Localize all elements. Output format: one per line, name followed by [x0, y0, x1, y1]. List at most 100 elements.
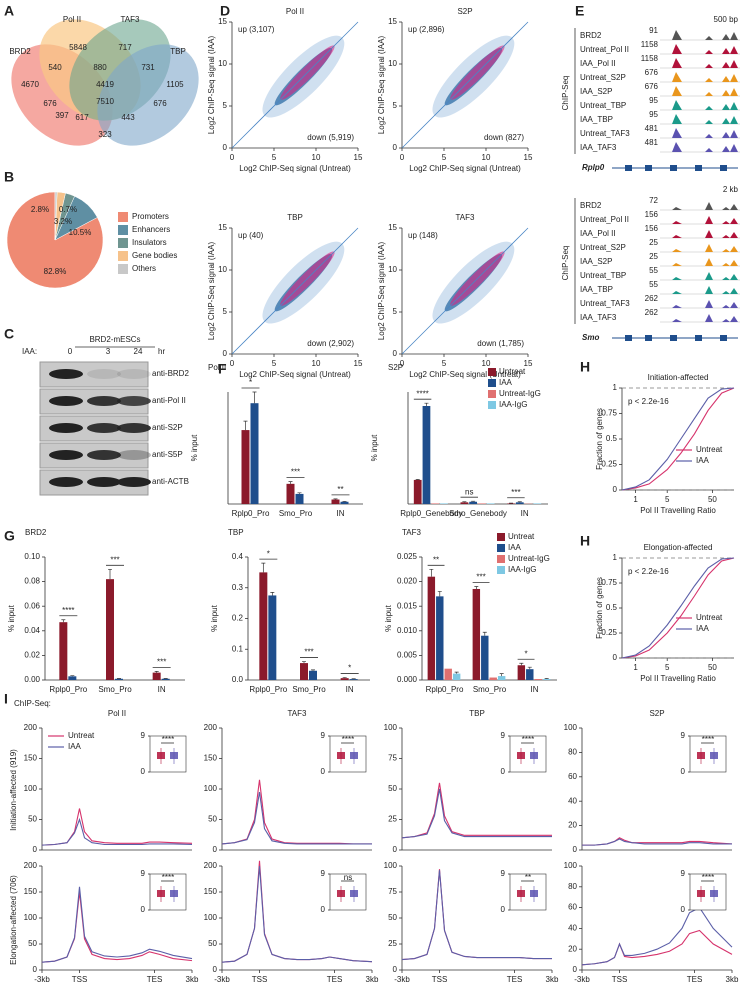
venn-count: 676	[153, 99, 167, 108]
significance: ***	[291, 468, 300, 477]
inset-tick-label: 0	[681, 767, 686, 776]
bar	[161, 678, 170, 680]
series-line	[582, 838, 732, 846]
bar	[478, 503, 486, 504]
y-tick-label: 50	[388, 913, 397, 922]
inset-tick-label: 9	[501, 731, 506, 740]
track-range: 95	[649, 96, 658, 105]
venn-count: 4419	[96, 80, 114, 89]
y-tick-label: 150	[204, 887, 218, 896]
bar-title: BRD2	[25, 528, 47, 537]
significance: ****	[416, 389, 428, 398]
pie-label: 10.5%	[69, 228, 92, 237]
inset-tick-label: 9	[501, 869, 506, 878]
y-tick-label: 60	[568, 772, 577, 781]
bar	[533, 503, 542, 504]
legend-label: Untreat	[696, 613, 723, 622]
x-tick-label: 10	[312, 153, 321, 162]
x-axis-label: Pol II Travelling Ratio	[640, 674, 716, 683]
up-annotation: up (148)	[408, 231, 438, 240]
y-tick-label: 0	[213, 965, 218, 974]
y-tick-label: 0.00	[24, 675, 40, 684]
track-signal	[660, 258, 738, 266]
blot-band	[87, 423, 121, 433]
venn-count: 880	[93, 63, 107, 72]
track-label: IAA_Pol II	[580, 229, 616, 238]
y-tick-label: 0.75	[601, 578, 617, 587]
x-tick-label: -3kb	[214, 975, 230, 984]
x-tick-label: 5	[665, 495, 670, 504]
y-tick-label: 200	[24, 723, 38, 732]
bar	[507, 503, 515, 504]
blot-band	[49, 423, 83, 433]
venn-count: 540	[48, 63, 62, 72]
exon	[625, 165, 632, 171]
series-line	[401, 870, 552, 961]
legend-label: IAA-IgG	[499, 400, 527, 409]
panel-letter: B	[4, 169, 14, 185]
track-label: IAA_TBP	[580, 285, 613, 294]
track-axis-label: ChIP-Seq	[561, 246, 570, 281]
panel-letter: H	[580, 533, 590, 549]
exon	[645, 335, 652, 341]
y-tick-label: 100	[384, 861, 398, 870]
exon	[670, 165, 677, 171]
x-axis-label: Log2 ChIP-Seq signal (Untreat)	[409, 370, 521, 379]
significance: ***	[157, 657, 166, 666]
x-tick-label: TSS	[252, 975, 268, 984]
track-signal	[660, 86, 738, 96]
y-tick-label: 5	[393, 101, 398, 110]
y-tick-label: 50	[28, 939, 37, 948]
y-tick-label: 75	[388, 887, 397, 896]
pie-slice	[6, 191, 104, 289]
y-tick-label: 50	[388, 784, 397, 793]
y-axis-label: Log2 ChIP-Seq signal (IAA)	[377, 242, 386, 341]
inset-box	[350, 752, 358, 759]
x-tick-label: 5	[442, 359, 447, 368]
track-label: IAA_TAF3	[580, 313, 617, 322]
series-line	[621, 557, 735, 659]
x-tick-label: 15	[524, 359, 533, 368]
y-tick-label: 200	[204, 861, 218, 870]
inset-significance: ****	[522, 735, 534, 744]
error-bar	[471, 500, 476, 502]
track-label: Untreat_Pol II	[580, 45, 629, 54]
venn-count: 397	[55, 111, 69, 120]
x-tick-label: 3kb	[366, 975, 379, 984]
blot-band	[117, 423, 151, 433]
panel-letter: C	[4, 326, 14, 342]
track-signal	[660, 100, 738, 110]
track-label: IAA_Pol II	[580, 59, 616, 68]
bar	[422, 406, 431, 504]
series-line	[221, 779, 372, 845]
x-tick-label: 3kb	[546, 975, 559, 984]
y-tick-label: 0.75	[601, 409, 617, 418]
inset-significance: ****	[702, 873, 714, 882]
antibody-label: anti-S5P	[152, 450, 183, 459]
inset-frame	[689, 735, 727, 773]
legend-swatch	[118, 264, 128, 274]
y-tick-label: 0.0	[232, 675, 244, 684]
y-tick-label: 0	[33, 965, 38, 974]
legend-swatch	[488, 401, 496, 409]
track-range: 1158	[641, 54, 659, 63]
error-bar	[482, 631, 487, 636]
chart-title: Initiation-affected	[648, 373, 709, 382]
significance: ****	[62, 606, 74, 615]
y-tick-label: 200	[24, 861, 38, 870]
y-tick-label: 0	[223, 349, 228, 358]
inset-tick-label: 0	[141, 905, 146, 914]
track-range: 72	[649, 196, 658, 205]
inset-significance: ****	[342, 735, 354, 744]
bar	[497, 676, 506, 680]
blot-band	[87, 369, 121, 379]
down-annotation: down (5,919)	[307, 133, 354, 142]
bar-title: TBP	[228, 528, 244, 537]
legend-label: Untreat	[696, 445, 723, 454]
inset-significance: ****	[162, 873, 174, 882]
y-axis-label: Log2 ChIP-Seq signal (IAA)	[207, 36, 216, 135]
bar	[286, 483, 295, 504]
significance: ***	[304, 648, 313, 657]
y-tick-label: 25	[388, 939, 397, 948]
venn-count: 5848	[69, 43, 87, 52]
